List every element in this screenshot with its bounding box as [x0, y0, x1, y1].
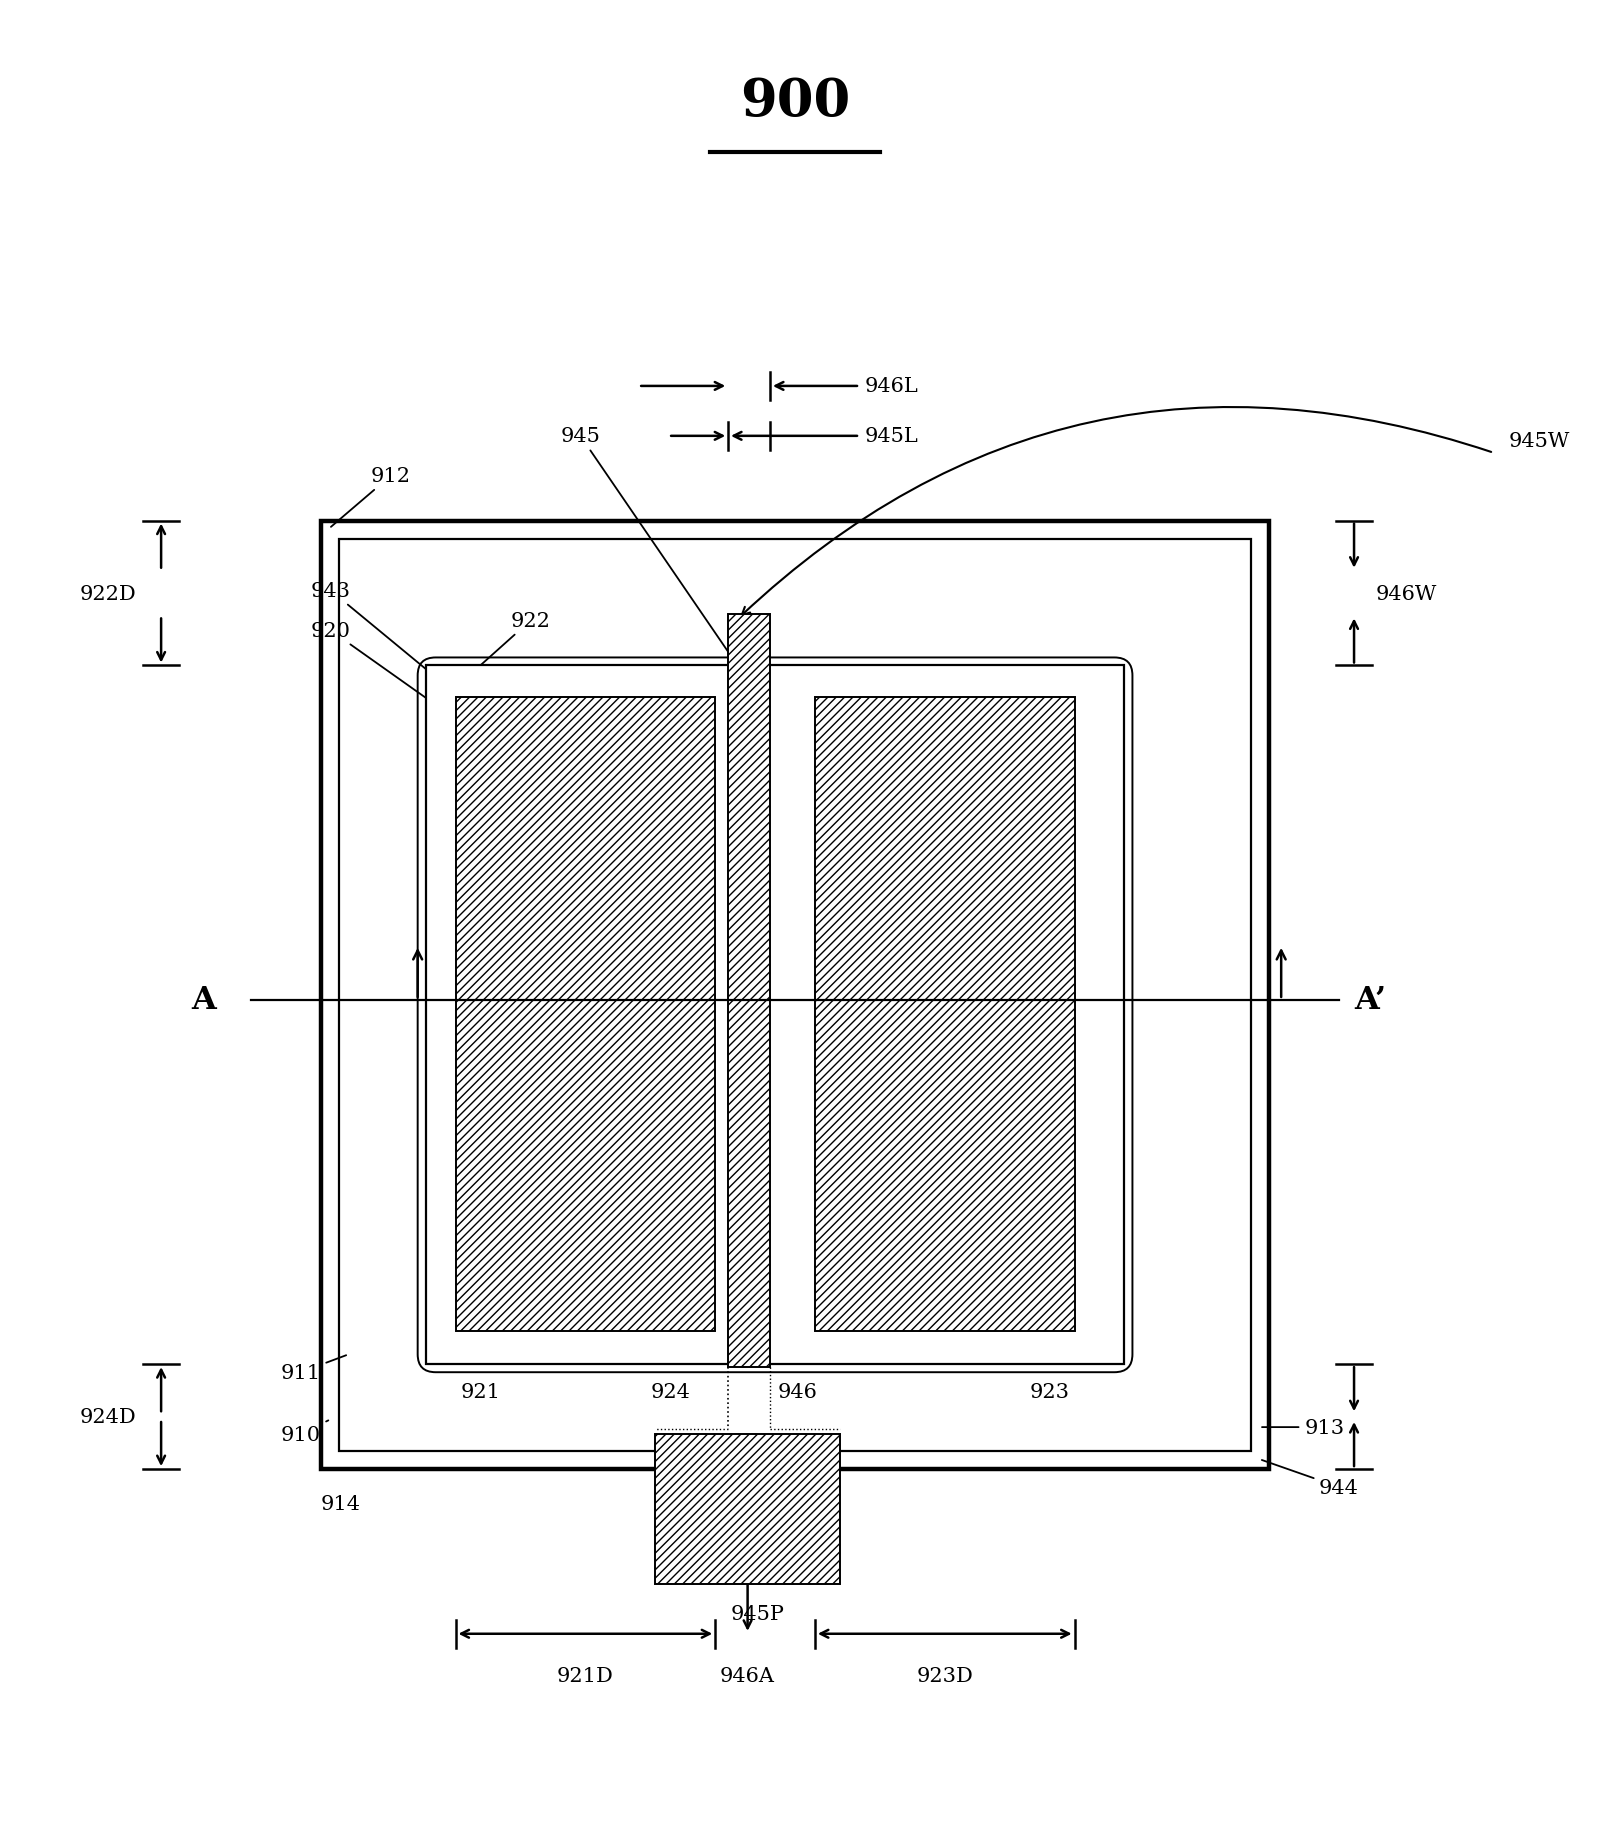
Text: 946A: 946A: [720, 1665, 775, 1685]
Text: 922: 922: [466, 611, 551, 679]
Text: 914: 914: [321, 1493, 361, 1513]
Text: 946W: 946W: [1376, 584, 1437, 604]
Text: 945P: 945P: [731, 1603, 785, 1623]
Text: 911: 911: [280, 1356, 346, 1382]
Bar: [456, 697, 715, 1332]
Text: 920: 920: [311, 622, 432, 703]
Text: 945: 945: [561, 426, 735, 662]
Bar: [338, 540, 1252, 1451]
Text: 921D: 921D: [557, 1665, 614, 1685]
Text: 944: 944: [1261, 1460, 1360, 1497]
Text: 923: 923: [1029, 1382, 1070, 1402]
Text: A’: A’: [1355, 985, 1385, 1016]
Bar: [728, 615, 770, 1367]
Bar: [656, 1435, 839, 1585]
Bar: [425, 666, 1124, 1365]
Text: 900: 900: [739, 75, 851, 126]
Text: A: A: [192, 985, 216, 1016]
Text: 924: 924: [651, 1382, 690, 1402]
Text: 921: 921: [461, 1382, 501, 1402]
Text: 923D: 923D: [917, 1665, 973, 1685]
Text: 910: 910: [280, 1420, 329, 1444]
Text: 945L: 945L: [865, 426, 918, 447]
Text: 946: 946: [778, 1382, 818, 1402]
Text: 924D: 924D: [79, 1407, 137, 1426]
Text: 913: 913: [1261, 1418, 1344, 1437]
Text: 943: 943: [311, 582, 438, 679]
Bar: [815, 697, 1075, 1332]
Text: 945W: 945W: [1510, 432, 1571, 450]
Text: 946L: 946L: [865, 377, 918, 397]
Text: 912: 912: [330, 467, 411, 527]
Text: 922D: 922D: [79, 584, 137, 604]
Bar: [321, 522, 1269, 1469]
